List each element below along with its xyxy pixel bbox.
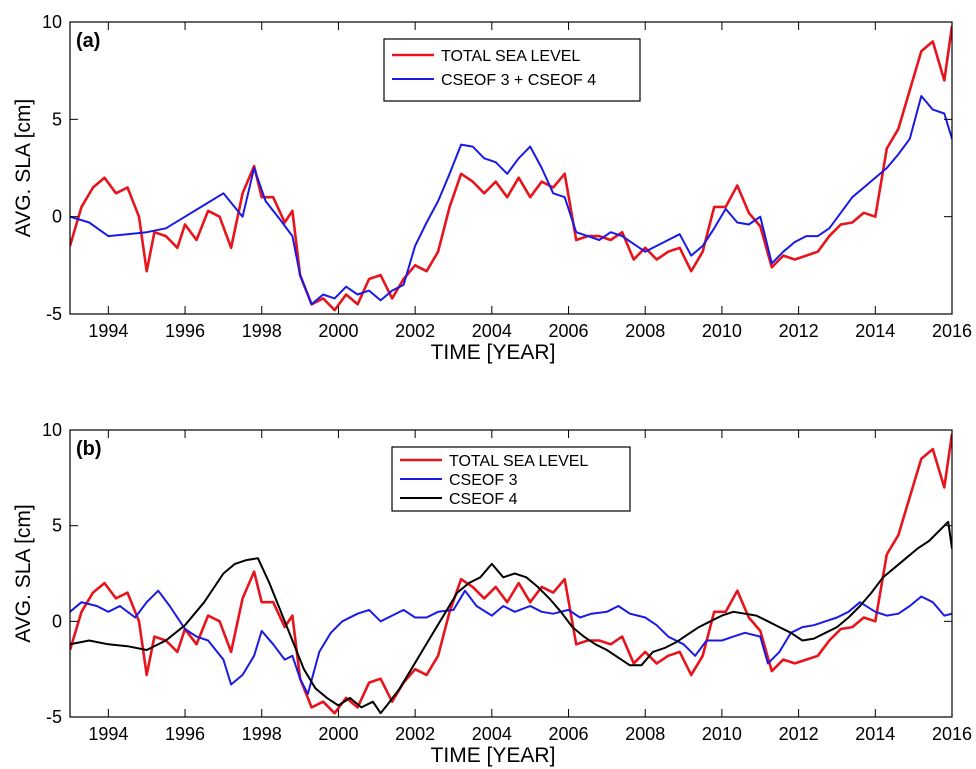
legend-box	[383, 38, 641, 102]
x-tick-label: 2012	[779, 724, 819, 744]
series-line-total-sea-level	[70, 25, 952, 312]
legend-entry: CSEOF 3 + CSEOF 4	[441, 72, 596, 89]
x-tick-label: 1998	[242, 724, 282, 744]
series-line-cseof-4	[70, 520, 952, 715]
y-tick-label: 10	[42, 12, 62, 32]
series-line-cseof-3-cseof-4	[70, 95, 952, 306]
x-tick-label: 2010	[702, 724, 742, 744]
legend-entry: TOTAL SEA LEVEL	[441, 48, 580, 65]
x-tick-label: 1994	[88, 724, 128, 744]
legend-entry: TOTAL SEA LEVEL	[449, 453, 588, 470]
legend-entry: CSEOF 4	[449, 491, 518, 508]
x-axis-label: TIME [YEAR]	[431, 744, 556, 767]
x-tick-label: 2008	[625, 321, 665, 341]
series-line-total-sea-level	[70, 433, 952, 715]
panel-label: (b)	[76, 438, 102, 460]
y-axis-label: AVG. SLA [cm]	[12, 504, 35, 643]
y-tick-label: -5	[46, 707, 62, 727]
panel-label: (a)	[76, 30, 100, 52]
plot-frame	[69, 21, 953, 315]
y-tick-label: 0	[52, 207, 62, 227]
y-tick-label: 5	[52, 109, 62, 129]
y-tick-label: -5	[46, 304, 62, 324]
x-tick-label: 2004	[472, 724, 512, 744]
legend: TOTAL SEA LEVEL CSEOF 3 + CSEOF 4	[383, 38, 641, 102]
x-tick-label: 2000	[318, 724, 358, 744]
x-tick-label: 2006	[548, 724, 588, 744]
x-tick-label: 2006	[548, 321, 588, 341]
panel-b: 1994 1996 1998 2000 2002 2004 2006 2008 2010 2012…	[12, 420, 972, 767]
x-tick-label: 1994	[88, 321, 128, 341]
x-tick-label: 1996	[165, 724, 205, 744]
x-tick-label: 2002	[395, 724, 435, 744]
x-tick-label: 2014	[855, 724, 895, 744]
series-line-cseof-3	[70, 589, 952, 695]
panel-a: 1994 1996 1998 2000 2002 2004 2006 2008 2010 2012…	[12, 12, 972, 364]
x-tick-label: 1996	[165, 321, 205, 341]
legend: TOTAL SEA LEVEL CSEOF 3 CSEOF 4	[391, 446, 631, 512]
x-tick-label: 2014	[855, 321, 895, 341]
y-tick-label: 0	[52, 611, 62, 631]
x-tick-label: 2012	[779, 321, 819, 341]
x-tick-label: 2002	[395, 321, 435, 341]
x-tick-label: 2016	[932, 724, 972, 744]
x-tick-label: 2000	[318, 321, 358, 341]
y-tick-label: 5	[52, 516, 62, 536]
x-tick-label: 2004	[472, 321, 512, 341]
x-axis-label: TIME [YEAR]	[431, 341, 556, 364]
x-tick-label: 2010	[702, 321, 742, 341]
x-tick-label: 2008	[625, 724, 665, 744]
plot-frame	[69, 429, 953, 718]
y-axis-label: AVG. SLA [cm]	[12, 99, 35, 238]
y-tick-label: 10	[42, 420, 62, 440]
x-tick-label: 1998	[242, 321, 282, 341]
legend-entry: CSEOF 3	[449, 472, 518, 489]
x-tick-label: 2016	[932, 321, 972, 341]
